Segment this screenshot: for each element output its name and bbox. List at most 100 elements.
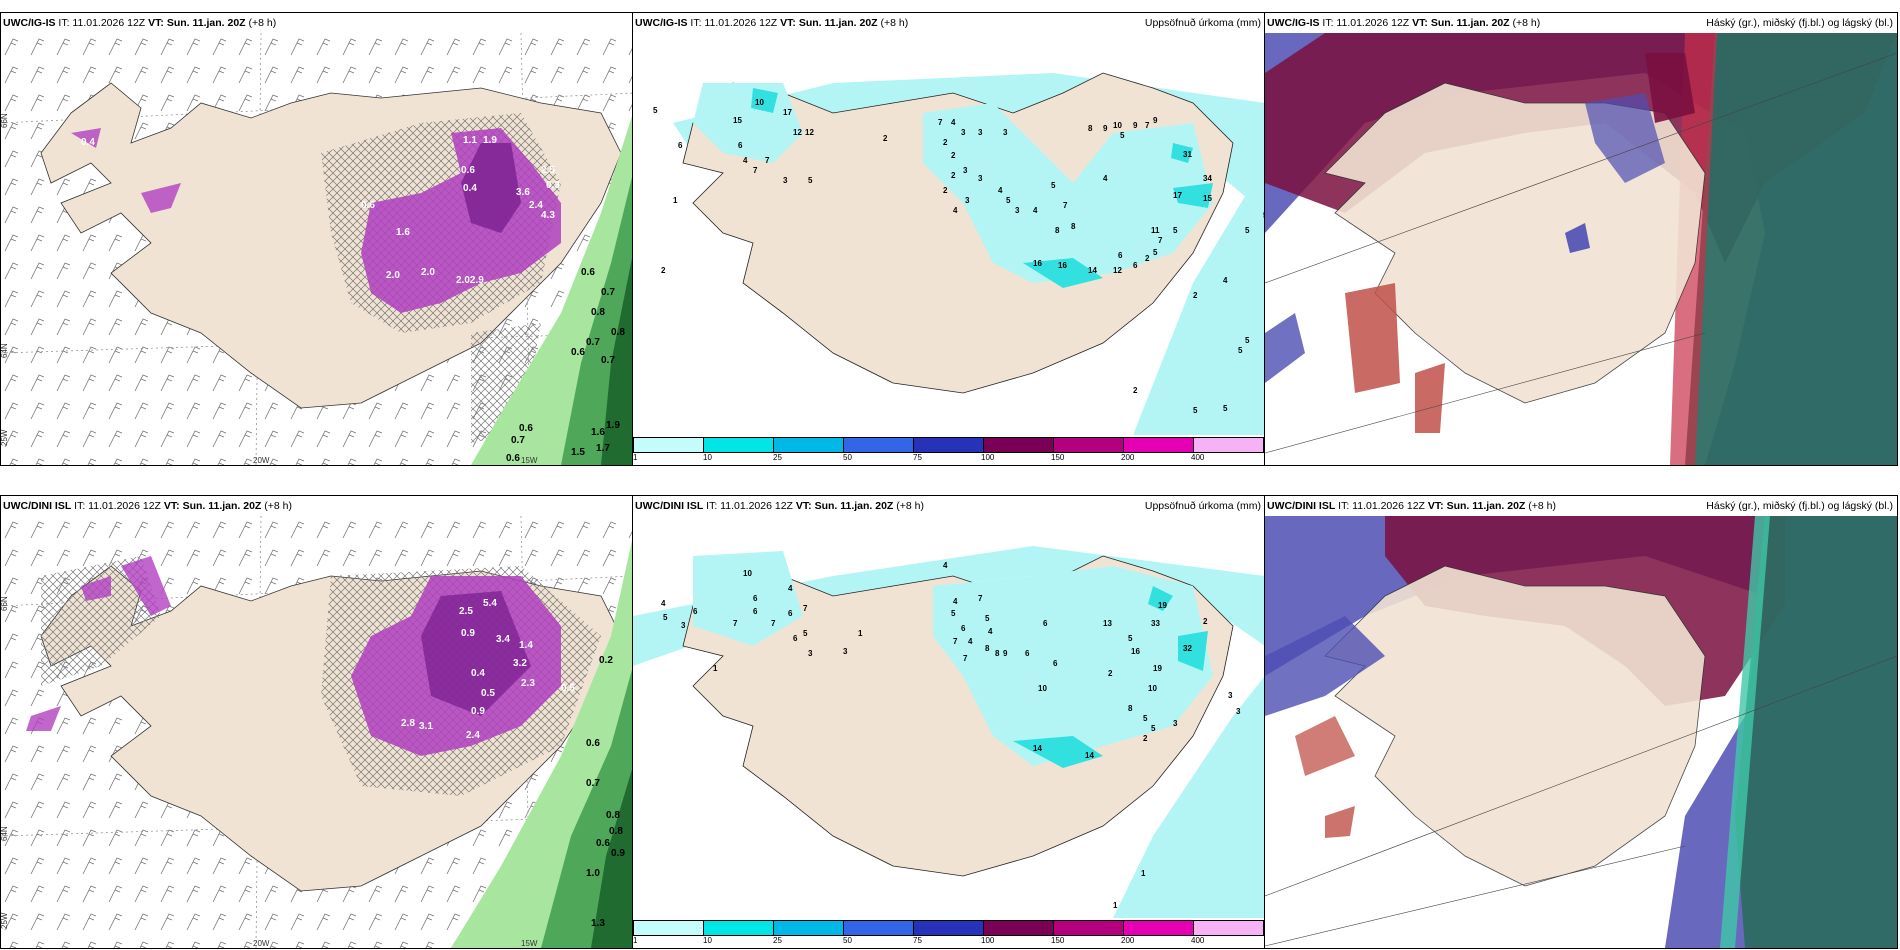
svg-text:1.9: 1.9 <box>606 420 620 431</box>
svg-text:5: 5 <box>1245 226 1250 235</box>
init-time: IT: 11.01.2026 12Z <box>74 500 161 512</box>
colorbar-label: 50 <box>843 453 852 462</box>
svg-text:3.2: 3.2 <box>513 658 527 669</box>
svg-text:14: 14 <box>1033 744 1042 753</box>
svg-text:4: 4 <box>1223 276 1228 285</box>
lon-label-20w: 20W <box>253 939 270 948</box>
svg-text:3: 3 <box>808 649 813 658</box>
colorbar-label: 100 <box>981 936 995 945</box>
colorbar-box-3 <box>843 437 914 453</box>
svg-text:5: 5 <box>803 629 808 638</box>
svg-text:4: 4 <box>953 597 958 606</box>
svg-text:8: 8 <box>985 644 990 653</box>
init-time: IT: 11.01.2026 12Z <box>1322 17 1410 29</box>
svg-text:0.5: 0.5 <box>561 683 575 694</box>
svg-text:13: 13 <box>1103 619 1112 628</box>
colorbar-label: 75 <box>913 453 922 462</box>
svg-text:5: 5 <box>1173 226 1178 235</box>
lat-label-64n: 64N <box>1 826 9 841</box>
svg-text:3: 3 <box>1015 206 1020 215</box>
svg-text:5: 5 <box>1193 406 1198 415</box>
svg-text:2.0: 2.0 <box>386 270 400 281</box>
svg-text:5: 5 <box>663 613 668 622</box>
colorbar-box-0 <box>633 437 704 453</box>
svg-text:8: 8 <box>1055 226 1060 235</box>
panel-header: UWC/DINI ISL IT: 11.01.2026 12Z VT: Sun.… <box>1265 496 1897 516</box>
svg-text:7: 7 <box>771 619 776 628</box>
svg-text:6: 6 <box>753 607 758 616</box>
lon-label-20w: 20W <box>253 456 270 465</box>
model-name: UWC/DINI ISL <box>1267 500 1336 512</box>
colorbar-label: 200 <box>1121 936 1135 945</box>
svg-text:2.4: 2.4 <box>529 200 543 211</box>
svg-text:1.7: 1.7 <box>596 443 610 454</box>
svg-text:10: 10 <box>755 98 764 107</box>
svg-text:0.7: 0.7 <box>511 435 525 446</box>
svg-text:1.3: 1.3 <box>591 918 605 929</box>
valid-time: Sun. 11.jan. 20Z <box>182 500 262 512</box>
svg-text:6: 6 <box>1043 619 1048 628</box>
svg-text:9: 9 <box>1103 124 1108 133</box>
svg-text:34: 34 <box>1203 174 1212 183</box>
svg-text:3.6: 3.6 <box>516 187 530 198</box>
colorbar-label: 400 <box>1191 453 1205 462</box>
panel-ig-is-clouds: UWC/IG-IS IT: 11.01.2026 12Z VT: Sun. 11… <box>1264 12 1898 466</box>
svg-text:3: 3 <box>963 166 968 175</box>
svg-text:8: 8 <box>1071 222 1076 231</box>
init-time: IT: 11.01.2026 12Z <box>706 500 793 512</box>
svg-text:0.7: 0.7 <box>601 355 615 366</box>
lead-time: (+8 h) <box>1528 500 1556 512</box>
svg-text:3.4: 3.4 <box>496 634 510 645</box>
svg-text:19: 19 <box>1153 664 1162 673</box>
svg-text:6: 6 <box>738 141 743 150</box>
map-cloud-cover[interactable] <box>1265 516 1897 948</box>
colorbar-box-4 <box>913 437 984 453</box>
colorbar-box-3 <box>843 920 914 936</box>
svg-text:4: 4 <box>788 584 793 593</box>
svg-text:17: 17 <box>1173 191 1182 200</box>
lead-time: (+8 h) <box>1512 17 1541 29</box>
svg-text:10: 10 <box>1038 684 1047 693</box>
map-wind-precip[interactable]: 2.5 5.4 3.4 0.9 1.4 0.4 3.2 2.3 2.8 3.1 … <box>1 516 633 948</box>
map-cloud-cover[interactable] <box>1265 33 1897 465</box>
map-wind-precip[interactable]: 1.1 1.9 0.6 0.4 2.4 2.0 3.6 1.6 2.5 0.3 … <box>1 33 633 465</box>
svg-text:2: 2 <box>1193 291 1198 300</box>
map-accumulated-precip[interactable]: 4 10 5 6 6 7 7 6 3 5 4 3 6 7 6 3 1 1 4 4 <box>633 516 1265 918</box>
valid-label: VT: <box>163 500 180 512</box>
map-accumulated-precip[interactable]: 5 6 15 10 17 12 12 7 3 6 7 4 5 1 2 2 7 4… <box>633 33 1265 435</box>
svg-text:8: 8 <box>995 649 1000 658</box>
svg-text:5: 5 <box>985 614 990 623</box>
svg-text:1: 1 <box>858 629 863 638</box>
svg-text:0.5: 0.5 <box>481 688 495 699</box>
panel-header: UWC/DINI ISL IT: 11.01.2026 12Z VT: Sun.… <box>1 496 633 516</box>
lat-label-66n: 66N <box>1 596 9 611</box>
svg-text:2: 2 <box>661 266 666 275</box>
svg-text:0.3: 0.3 <box>546 180 560 191</box>
svg-text:4: 4 <box>998 186 1003 195</box>
svg-text:1.4: 1.4 <box>519 640 533 651</box>
svg-text:6: 6 <box>1118 251 1123 260</box>
svg-text:2.4: 2.4 <box>466 730 480 741</box>
svg-text:2: 2 <box>1203 617 1208 626</box>
colorbar-label: 25 <box>773 453 782 462</box>
svg-text:5: 5 <box>653 106 658 115</box>
svg-text:5: 5 <box>1051 181 1056 190</box>
colorbar-box-5 <box>983 920 1054 936</box>
svg-text:2.5: 2.5 <box>459 606 473 617</box>
model-name: UWC/IG-IS <box>1267 17 1320 29</box>
model-name: UWC/DINI ISL <box>635 500 704 512</box>
svg-text:12: 12 <box>805 128 814 137</box>
pressure-values: 1.1 1.9 0.6 0.4 2.4 2.0 3.6 1.6 2.5 0.3 … <box>81 135 625 464</box>
svg-text:6: 6 <box>788 609 793 618</box>
valid-label: VT: <box>148 17 164 29</box>
svg-text:5: 5 <box>1245 336 1250 345</box>
svg-text:6: 6 <box>1025 649 1030 658</box>
svg-text:0.7: 0.7 <box>601 287 615 298</box>
colorbar-box-2 <box>773 437 844 453</box>
colorbar-label: 10 <box>703 453 712 462</box>
precip-colorbar: 1 10 25 50 75 100 150 200 400 <box>633 918 1265 948</box>
colorbar-box-1 <box>703 437 774 453</box>
panel-ig-is-precip: UWC/IG-IS IT: 11.01.2026 12Z VT: Sun. 11… <box>632 12 1266 466</box>
svg-text:11: 11 <box>1151 226 1160 235</box>
svg-text:6: 6 <box>678 141 683 150</box>
